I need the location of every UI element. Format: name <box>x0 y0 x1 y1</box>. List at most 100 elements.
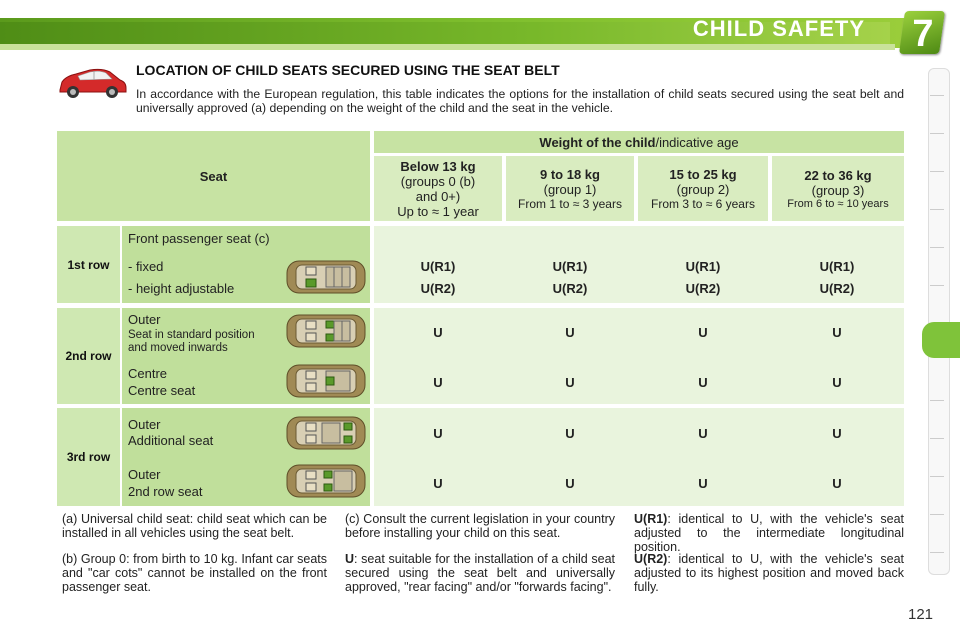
table-cell: U <box>433 476 443 491</box>
header-bar-shade <box>0 22 890 44</box>
values-row3 <box>374 408 904 506</box>
legend-key: U <box>345 552 355 566</box>
column-group: (group 3) <box>811 182 865 198</box>
column-group: and 0+) <box>415 188 461 204</box>
page-number: 121 <box>908 606 934 623</box>
column-group: (groups 0 (b) <box>400 173 476 189</box>
row-label: 1st row <box>67 257 110 272</box>
seat-header-cell: Seat <box>57 131 370 221</box>
seat-title: Outer <box>128 467 161 482</box>
table-cell: U(R1) <box>819 259 855 274</box>
seat-diagram-icon <box>286 260 366 294</box>
header-strip <box>0 44 895 50</box>
seat-detail: 2nd row seat <box>128 484 203 499</box>
table-cell: U <box>698 325 708 340</box>
table-cell: U <box>698 476 708 491</box>
tab-divider <box>930 95 944 96</box>
intro-paragraph: In accordance with the European regulati… <box>136 87 904 115</box>
seat-option: - fixed <box>128 259 164 274</box>
table-cell: U <box>433 375 443 390</box>
tab-divider <box>930 209 944 210</box>
seat-title: Centre <box>128 366 168 381</box>
table-cell: U <box>565 426 575 441</box>
footnote-u: U: seat suitable for the installation of… <box>345 552 615 594</box>
tab-divider <box>930 438 944 439</box>
table-cell: U(R1) <box>685 259 721 274</box>
seat-title: Outer <box>128 312 161 327</box>
tab-divider <box>930 552 944 553</box>
table-cell: U(R1) <box>420 259 456 274</box>
row-label-cell: 2nd row <box>57 308 120 404</box>
table-cell: U(R1) <box>552 259 588 274</box>
footnote-b: (b) Group 0: from birth to 10 kg. Infant… <box>62 552 327 594</box>
column-header-0: Below 13 kg (groups 0 (b) and 0+) Up to … <box>374 156 502 221</box>
column-age: From 6 to ≈ 10 years <box>787 197 889 210</box>
column-age: From 1 to ≈ 3 years <box>518 196 622 211</box>
seat-detail: Seat in standard position <box>128 329 255 341</box>
tab-divider <box>930 400 944 401</box>
table-cell: U <box>433 426 443 441</box>
seat-diagram-icon <box>286 314 366 348</box>
table-cell: U(R2) <box>552 281 588 296</box>
table-cell: U <box>698 375 708 390</box>
column-header-2: 15 to 25 kg (group 2) From 3 to ≈ 6 year… <box>638 156 768 221</box>
footnote-r2: U(R2): identical to U, with the vehicle'… <box>634 552 904 594</box>
section-title: LOCATION OF CHILD SEATS SECURED USING TH… <box>136 62 560 78</box>
weight-header-cell: Weight of the child/indicative age <box>374 131 904 153</box>
table-cell: U <box>832 325 842 340</box>
tab-divider <box>930 514 944 515</box>
row-label-cell: 3rd row <box>57 408 120 506</box>
seat-title: Front passenger seat (c) <box>128 231 270 246</box>
table-cell: U <box>832 375 842 390</box>
chapter-number: 7 <box>912 13 934 55</box>
row-label: 3rd row <box>66 450 111 464</box>
weight-header-bold: Weight of the child <box>539 134 656 150</box>
table-cell: U(R2) <box>685 281 721 296</box>
car-icon <box>59 68 127 98</box>
tab-divider <box>930 133 944 134</box>
table-cell: U(R2) <box>420 281 456 296</box>
column-weight: 9 to 18 kg <box>540 166 600 182</box>
chapter-tab-active[interactable] <box>922 322 960 358</box>
column-header-1: 9 to 18 kg (group 1) From 1 to ≈ 3 years <box>506 156 634 221</box>
page-title: CHILD SAFETY <box>692 16 865 41</box>
table-cell: U <box>698 426 708 441</box>
row-label: 2nd row <box>65 349 112 363</box>
footnote-c: (c) Consult the current legislation in y… <box>345 512 615 540</box>
column-group: (group 1) <box>543 181 597 197</box>
table-cell: U <box>565 476 575 491</box>
column-weight: 15 to 25 kg <box>669 166 737 182</box>
tab-divider <box>930 476 944 477</box>
tab-divider <box>930 247 944 248</box>
footnote-a: (a) Universal child seat: child seat whi… <box>62 512 327 540</box>
footnote-r1: U(R1): identical to U, with the vehicle'… <box>634 512 904 554</box>
legend-text: : identical to U, with the vehicle's sea… <box>634 512 904 554</box>
column-age: From 3 to ≈ 6 years <box>651 196 755 211</box>
table-cell: U <box>565 375 575 390</box>
values-row1 <box>374 226 904 303</box>
table-cell: U <box>832 426 842 441</box>
legend-text: : identical to U, with the vehicle's sea… <box>634 552 904 594</box>
seat-diagram-icon <box>286 416 366 450</box>
tab-divider <box>930 285 944 286</box>
legend-key: U(R1) <box>634 512 668 526</box>
tab-divider <box>930 171 944 172</box>
values-row2 <box>374 308 904 404</box>
table-cell: U(R2) <box>819 281 855 296</box>
column-weight: Below 13 kg <box>400 158 476 174</box>
legend-key: U(R2) <box>634 552 668 566</box>
column-group: (group 2) <box>676 181 730 197</box>
table-cell: U <box>565 325 575 340</box>
table-cell: U <box>832 476 842 491</box>
column-age: Up to ≈ 1 year <box>397 203 479 219</box>
seat-diagram-icon <box>286 464 366 498</box>
legend-text: : seat suitable for the installation of … <box>345 552 615 594</box>
chapter-tab-column <box>928 68 950 575</box>
row-label-cell: 1st row <box>57 226 120 303</box>
seat-header: Seat <box>199 168 228 184</box>
seat-title: Outer <box>128 417 161 432</box>
seat-detail: and moved inwards <box>128 342 228 354</box>
seat-diagram-icon <box>286 364 366 398</box>
seat-detail: Additional seat <box>128 433 214 448</box>
weight-header-rest: /indicative age <box>655 134 739 150</box>
